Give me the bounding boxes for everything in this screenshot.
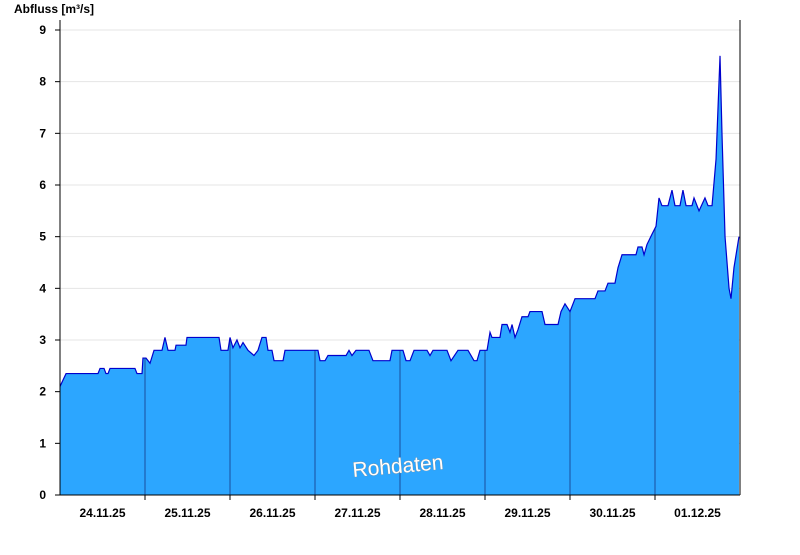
x-tick-label: 25.11.25 <box>164 506 210 520</box>
x-tick-label: 01.12.25 <box>674 506 721 520</box>
x-tick-label: 29.11.25 <box>504 506 550 520</box>
y-tick-label: 4 <box>39 281 46 295</box>
x-tick-label: 28.11.25 <box>419 506 465 520</box>
area-line <box>59 55 740 387</box>
y-tick-label: 1 <box>39 436 46 450</box>
x-tick-label: 26.11.25 <box>249 506 295 520</box>
area <box>60 55 739 495</box>
x-tick-label: 30.11.25 <box>589 506 635 520</box>
y-tick-label: 2 <box>39 385 46 399</box>
y-tick-label: 8 <box>39 75 46 89</box>
x-tick-label: 27.11.25 <box>334 506 380 520</box>
y-tick-label: 5 <box>39 230 46 244</box>
y-tick-label: 7 <box>39 126 46 140</box>
y-tick-label: 3 <box>39 333 46 347</box>
y-tick-label: 9 <box>39 23 46 37</box>
y-tick-label: 0 <box>39 488 46 502</box>
x-tick-label: 24.11.25 <box>79 506 125 520</box>
y-axis-label: Abfluss [m³/s] <box>14 2 94 16</box>
y-tick-label: 6 <box>39 178 46 192</box>
